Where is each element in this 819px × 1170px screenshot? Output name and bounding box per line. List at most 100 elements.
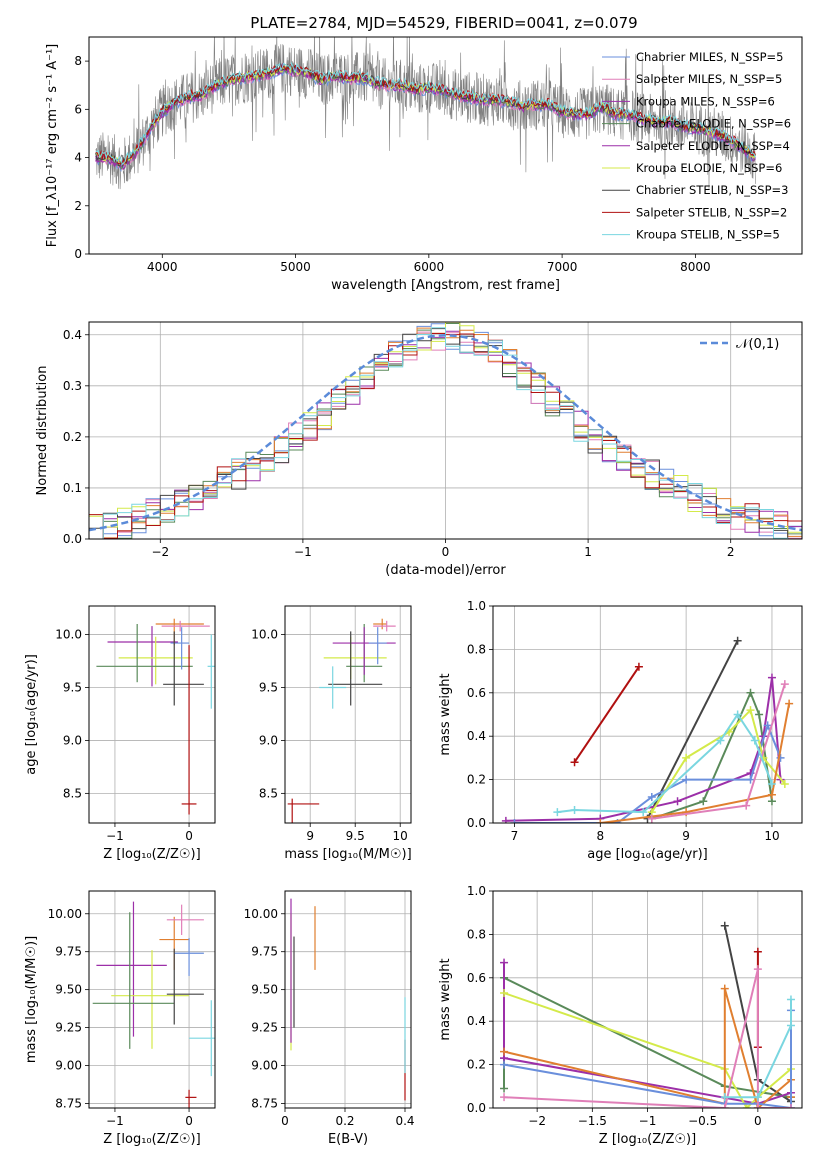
series-marker	[720, 984, 729, 993]
y-tick-label: 8.5	[63, 786, 82, 800]
errorbar-point	[319, 666, 347, 709]
plot-area	[285, 606, 411, 823]
series-marker	[500, 1093, 509, 1102]
y-tick-label: 4	[74, 151, 82, 165]
histogram-step	[89, 327, 802, 539]
errorbar-point	[166, 948, 204, 1025]
y-axis-label: Normed distribution	[35, 366, 50, 496]
x-tick-label: −1	[294, 545, 312, 559]
series-marker	[763, 721, 772, 730]
series-marker	[720, 921, 729, 930]
legend-label: 𝒩(0,1)	[736, 337, 779, 352]
series-marker	[746, 688, 755, 697]
y-tick-label: 8.75	[251, 1096, 278, 1110]
errorbar-point	[368, 627, 387, 665]
legend-label: Chabrier STELIB, N_SSP=3	[636, 183, 788, 197]
axes-frame	[492, 605, 803, 824]
y-tick-label: 0.2	[63, 430, 82, 444]
y-tick-label: 0.6	[467, 686, 486, 700]
series-marker	[647, 814, 656, 823]
plot-area	[493, 891, 802, 1108]
y-tick-label: 1.0	[467, 884, 486, 898]
errorbar-point	[174, 938, 204, 976]
chart-mass_vs_Z: −1 0 8.75 9.00 9.25 9.50 9.75 10.00 Z [log₁₀(Z/Z…	[24, 890, 216, 1147]
x-tick-label: 2	[727, 545, 735, 559]
axes-frame	[88, 890, 216, 1109]
errorbar-point	[287, 798, 320, 823]
x-tick-label: 9	[682, 829, 690, 843]
series-marker	[753, 1104, 762, 1108]
series-marker	[746, 775, 755, 784]
x-tick-label: 7	[511, 829, 519, 843]
series-marker	[785, 699, 794, 708]
y-axis-label: mass [log₁₀(M/M☉)]	[24, 936, 39, 1063]
errorbar-point	[166, 904, 204, 936]
errorbar-point	[161, 620, 210, 632]
y-axis-label: mass weight	[438, 673, 453, 755]
errorbar-point	[111, 950, 190, 1049]
x-axis-label: E(B-V)	[328, 1132, 368, 1147]
axes-frame	[284, 605, 412, 824]
y-tick-label: 9.00	[55, 1059, 82, 1073]
x-axis-label: (data-model)/error	[385, 563, 506, 578]
series-marker	[733, 636, 742, 645]
legend-label: Kroupa ELODIE, N_SSP=6	[636, 161, 782, 175]
y-tick-label: 0.2	[467, 1058, 486, 1072]
series-marker	[720, 1104, 729, 1108]
series-marker	[500, 1047, 509, 1056]
series-marker	[716, 736, 725, 745]
series-marker	[776, 753, 785, 762]
series-marker	[767, 790, 776, 799]
y-tick-label: 9.50	[251, 983, 278, 997]
errorbar-point	[181, 645, 197, 815]
y-tick-label: 9.0	[259, 733, 278, 747]
series-marker	[500, 958, 509, 967]
y-tick-label: 8.75	[55, 1096, 82, 1110]
plot-area	[89, 322, 802, 539]
chart-age_vs_Z: −1 0 8.5 9.0 9.5 10.0 Z [log₁₀(Z/Z☉)] age [log₁…	[24, 605, 216, 862]
series-marker	[682, 753, 691, 762]
series-marker	[673, 797, 682, 806]
y-tick-label: 0.4	[467, 729, 486, 743]
x-tick-label: 5000	[280, 260, 311, 274]
y-tick-label: 1.0	[467, 599, 486, 613]
x-tick-label: 10	[764, 829, 779, 843]
series-marker	[699, 797, 708, 806]
series-line	[646, 640, 739, 820]
legend: Chabrier MILES, N_SSP=5 Salpeter MILES, N…	[602, 50, 791, 242]
axes-frame	[284, 890, 412, 1109]
y-tick-label: 9.0	[63, 733, 82, 747]
legend-label: Salpeter STELIB, N_SSP=2	[636, 205, 787, 219]
series-line	[573, 666, 640, 763]
x-tick-label: 1	[584, 545, 592, 559]
y-axis-label: age [log₁₀(age/yr)]	[24, 654, 39, 775]
y-tick-label: 9.25	[251, 1021, 278, 1035]
series-line	[650, 708, 786, 813]
x-tick-label: 0	[281, 1114, 289, 1128]
x-tick-label: 9	[306, 829, 314, 843]
x-tick-label: −1	[106, 829, 124, 843]
y-tick-label: 10.00	[244, 907, 278, 921]
legend-label: Kroupa MILES, N_SSP=6	[636, 94, 775, 108]
series-marker	[500, 1084, 509, 1093]
x-tick-label: 0.2	[335, 1114, 354, 1128]
errorbar-point	[96, 901, 167, 1037]
y-tick-label: 8.5	[259, 786, 278, 800]
y-tick-label: 9.50	[55, 983, 82, 997]
series-marker	[780, 779, 789, 788]
errorbar-point	[373, 620, 396, 632]
errorbar-point	[189, 1000, 215, 1077]
y-tick-label: 2	[74, 199, 82, 213]
axes-frame	[88, 321, 803, 540]
errorbar-point	[328, 631, 383, 706]
x-tick-label: 10	[393, 829, 408, 843]
x-tick-label: −1	[106, 1114, 124, 1128]
y-tick-label: 0.6	[467, 971, 486, 985]
series-marker	[510, 819, 519, 823]
x-tick-label: −2	[528, 1114, 546, 1128]
x-tick-label: 0	[442, 545, 450, 559]
x-axis-label: Z [log₁₀(Z/Z☉)]	[103, 847, 200, 862]
errorbar-point	[207, 634, 215, 709]
series-line	[724, 999, 792, 1099]
